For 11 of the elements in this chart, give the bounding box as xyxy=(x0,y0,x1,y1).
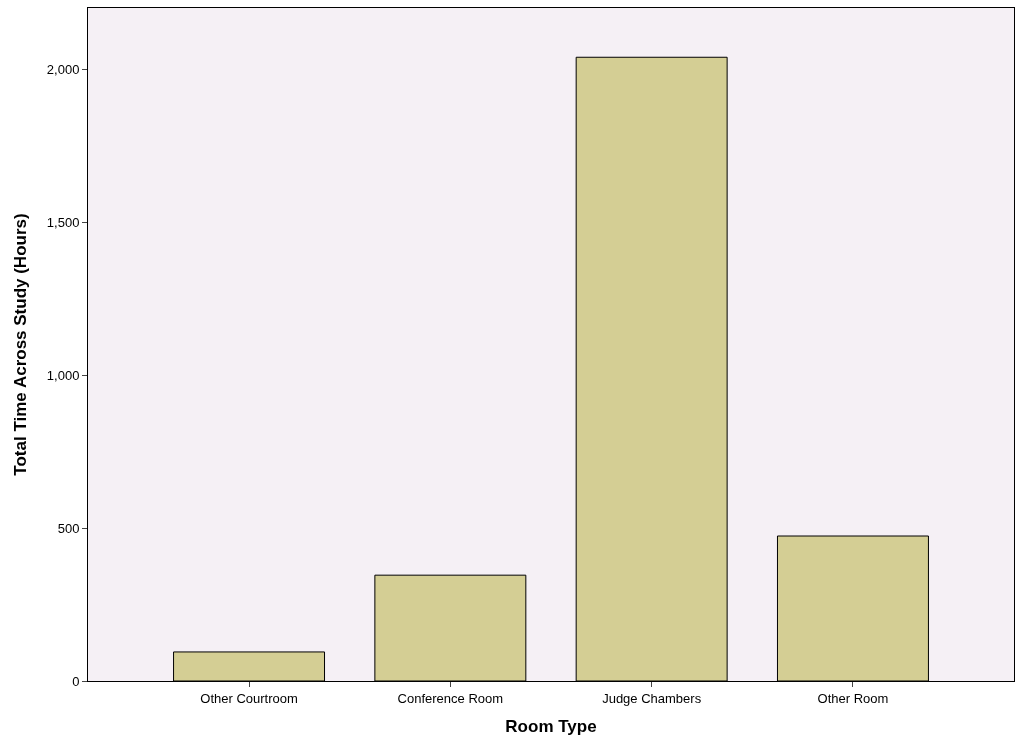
x-tick-label: Conference Room xyxy=(397,690,504,706)
y-tick-label: 1,500 xyxy=(46,214,80,230)
x-axis-title: Room Type xyxy=(505,717,597,736)
y-tick-label: 2,000 xyxy=(46,61,80,77)
y-tick-label: 0 xyxy=(72,673,80,689)
y-axis-title: Total Time Across Study (Hours) xyxy=(11,213,31,476)
y-tick-label: 1,000 xyxy=(46,367,80,383)
x-tick-label: Other Courtroom xyxy=(200,690,298,706)
x-tick-label: Judge Chambers xyxy=(602,690,702,706)
y-tick-label: 500 xyxy=(57,520,80,536)
x-tick-label: Other Room xyxy=(817,690,889,706)
